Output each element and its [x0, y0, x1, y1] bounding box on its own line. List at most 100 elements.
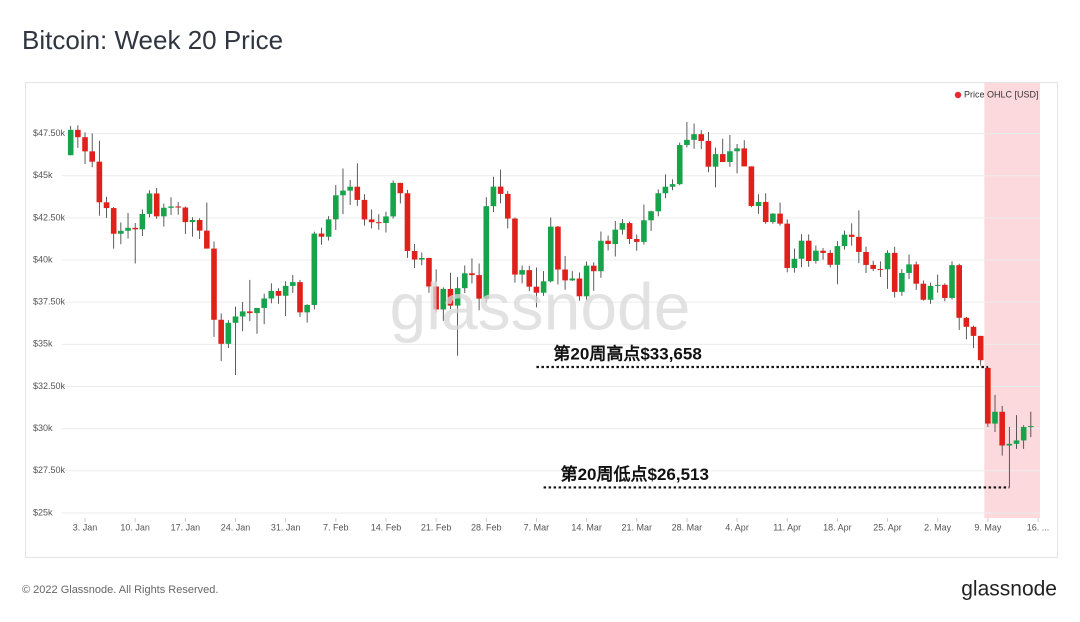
candle-body	[791, 258, 798, 268]
candle-body	[354, 186, 361, 200]
candle-body	[884, 252, 891, 270]
candle-body	[770, 213, 776, 223]
candle-body	[290, 282, 296, 286]
candle-body	[103, 202, 110, 209]
candle-body	[784, 223, 791, 268]
candle-body	[748, 166, 755, 206]
candle-body	[762, 201, 769, 223]
candle-body	[1006, 443, 1013, 446]
x-tick-label: 28. Mar	[672, 522, 703, 532]
candle-body	[232, 316, 239, 323]
candle-body	[813, 250, 819, 262]
candle-body	[691, 134, 697, 140]
y-tick-label: $25k	[33, 507, 53, 517]
week-highlight	[984, 83, 1040, 518]
candle-body	[684, 139, 690, 146]
candle-body	[297, 282, 303, 313]
candle-body	[390, 182, 396, 217]
candle-body	[512, 218, 518, 275]
candle-body	[490, 186, 497, 207]
candle-body	[268, 290, 275, 299]
x-tick-label: 2. May	[924, 522, 952, 532]
candle-body	[856, 236, 862, 252]
candle-body	[461, 273, 468, 289]
y-tick-label: $42.50k	[33, 212, 66, 222]
candle-body	[741, 148, 748, 167]
candle-body	[218, 319, 224, 344]
logo: glassnode	[961, 578, 1057, 601]
candle-body	[598, 240, 604, 272]
candle-body	[311, 233, 318, 305]
x-tick-label: 7. Feb	[323, 522, 349, 532]
candle-body	[110, 208, 117, 234]
candle-body	[89, 151, 95, 162]
candle-body	[669, 184, 676, 187]
y-tick-label: $27.50k	[33, 465, 66, 475]
candle-body	[325, 219, 332, 237]
y-tick-label: $40k	[33, 254, 53, 264]
candle-body	[820, 250, 826, 253]
candle-body	[848, 234, 855, 237]
candle-body	[841, 234, 848, 247]
candle-body	[125, 227, 131, 231]
x-tick-label: 25. Apr	[873, 522, 902, 532]
annotation-text: 第20周高点$33,658	[553, 343, 701, 363]
candle-body	[547, 226, 554, 282]
candle-body	[318, 233, 325, 237]
candle-body	[426, 257, 432, 287]
annotation-text: 第20周低点$26,513	[561, 464, 709, 484]
candle-body	[397, 182, 404, 194]
y-tick-label: $45k	[33, 170, 53, 180]
y-tick-label: $35k	[33, 339, 53, 349]
x-tick-label: 21. Feb	[421, 522, 452, 532]
candle-body	[562, 269, 568, 281]
candle-body	[67, 129, 74, 156]
candle-body	[705, 140, 712, 167]
chart-title: Bitcoin: Week 20 Price	[22, 25, 283, 55]
candle-body	[906, 264, 912, 273]
candle-body	[533, 286, 540, 293]
candle-body	[196, 219, 203, 231]
candle-body	[411, 250, 418, 260]
x-tick-label: 21. Mar	[621, 522, 652, 532]
candle-body	[827, 252, 834, 265]
candle-body	[870, 264, 877, 269]
y-tick-label: $37.50k	[33, 297, 66, 307]
candle-body	[877, 268, 884, 270]
candle-body	[719, 154, 726, 163]
y-tick-label: $30k	[33, 423, 53, 433]
candle-body	[282, 285, 289, 296]
candle-body	[834, 246, 841, 265]
candle-body	[712, 154, 719, 167]
candle-body	[247, 311, 253, 314]
candle-body	[454, 288, 461, 306]
candle-body	[899, 272, 905, 292]
chart-frame	[25, 82, 1058, 558]
x-tick-label: 14. Mar	[571, 522, 602, 532]
candle-body	[569, 278, 576, 281]
candle-body	[132, 227, 138, 230]
candle-body	[777, 213, 783, 224]
candle-body	[619, 223, 626, 230]
x-tick-label: 28. Feb	[471, 522, 502, 532]
candle-body	[920, 283, 927, 300]
candle-body	[189, 219, 196, 223]
candle-body	[340, 190, 346, 196]
candle-body	[118, 230, 124, 234]
candle-body	[555, 226, 561, 270]
candle-body	[96, 161, 103, 203]
x-tick-label: 17. Jan	[171, 522, 201, 532]
candle-body	[404, 193, 411, 251]
candle-body	[1013, 440, 1020, 444]
candle-body	[383, 216, 389, 223]
candle-body	[1028, 426, 1034, 428]
candle-body	[347, 186, 353, 191]
candle-body	[942, 284, 948, 298]
x-tick-label: 16. ...	[1027, 522, 1050, 532]
candle-body	[727, 151, 733, 163]
candle-body	[956, 265, 962, 318]
candle-body	[992, 411, 998, 424]
candle-body	[626, 223, 633, 240]
candle-body	[333, 195, 339, 220]
